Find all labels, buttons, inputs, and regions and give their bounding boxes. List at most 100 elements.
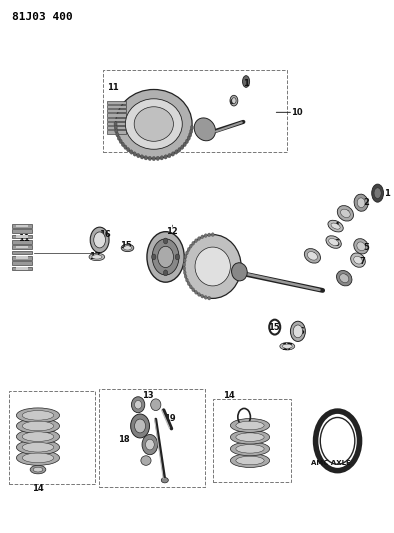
Ellipse shape xyxy=(189,285,192,289)
Ellipse shape xyxy=(230,442,269,456)
Ellipse shape xyxy=(151,399,161,410)
Text: 12: 12 xyxy=(165,228,177,237)
Ellipse shape xyxy=(124,246,132,250)
Ellipse shape xyxy=(114,122,117,126)
Ellipse shape xyxy=(130,150,133,154)
Ellipse shape xyxy=(22,410,54,420)
Bar xyxy=(107,131,126,134)
Bar xyxy=(107,118,126,121)
Ellipse shape xyxy=(372,184,383,202)
Text: 19: 19 xyxy=(164,414,175,423)
Ellipse shape xyxy=(121,142,125,147)
Ellipse shape xyxy=(236,421,264,430)
Ellipse shape xyxy=(175,254,180,260)
Ellipse shape xyxy=(175,150,178,154)
Ellipse shape xyxy=(195,239,197,243)
Ellipse shape xyxy=(230,95,238,106)
Ellipse shape xyxy=(147,232,184,282)
Bar xyxy=(17,235,28,238)
Text: 7: 7 xyxy=(359,257,365,265)
Ellipse shape xyxy=(126,148,130,152)
Ellipse shape xyxy=(160,156,164,160)
Ellipse shape xyxy=(189,244,192,248)
Ellipse shape xyxy=(336,271,352,286)
Ellipse shape xyxy=(183,142,186,147)
Ellipse shape xyxy=(192,288,195,292)
Text: 81J03 400: 81J03 400 xyxy=(13,12,73,22)
Ellipse shape xyxy=(164,270,168,276)
Ellipse shape xyxy=(134,107,173,141)
Ellipse shape xyxy=(354,256,362,264)
Ellipse shape xyxy=(167,154,171,158)
Bar xyxy=(213,399,291,482)
Ellipse shape xyxy=(33,467,43,472)
Ellipse shape xyxy=(92,255,102,259)
Ellipse shape xyxy=(178,148,181,152)
Ellipse shape xyxy=(328,220,343,232)
Ellipse shape xyxy=(230,418,269,432)
Bar xyxy=(13,256,32,260)
Ellipse shape xyxy=(135,400,141,409)
Text: 16: 16 xyxy=(293,327,305,336)
Ellipse shape xyxy=(131,414,149,438)
Ellipse shape xyxy=(204,295,207,299)
Ellipse shape xyxy=(180,145,184,149)
Text: 15: 15 xyxy=(268,323,279,332)
Bar xyxy=(13,261,32,265)
Ellipse shape xyxy=(148,156,152,160)
Ellipse shape xyxy=(125,99,182,149)
Bar xyxy=(103,70,287,152)
Ellipse shape xyxy=(236,433,264,441)
Ellipse shape xyxy=(329,238,338,246)
Ellipse shape xyxy=(141,456,151,465)
Ellipse shape xyxy=(158,246,173,268)
Text: 18: 18 xyxy=(118,435,129,444)
Bar xyxy=(17,224,28,227)
Bar xyxy=(13,251,32,254)
Ellipse shape xyxy=(89,253,105,261)
Ellipse shape xyxy=(186,251,188,255)
Text: 17: 17 xyxy=(89,253,101,261)
Ellipse shape xyxy=(232,98,236,103)
Text: 3: 3 xyxy=(343,210,349,219)
Ellipse shape xyxy=(121,244,134,252)
Text: 6: 6 xyxy=(230,99,235,104)
Ellipse shape xyxy=(337,206,353,221)
Ellipse shape xyxy=(187,136,190,140)
Ellipse shape xyxy=(204,234,207,238)
Ellipse shape xyxy=(124,145,127,149)
Ellipse shape xyxy=(152,239,179,275)
Text: 13: 13 xyxy=(142,391,154,400)
Text: 16: 16 xyxy=(99,230,111,239)
Ellipse shape xyxy=(189,132,192,137)
Ellipse shape xyxy=(354,194,368,211)
Ellipse shape xyxy=(183,270,186,274)
Bar xyxy=(17,256,28,259)
Bar xyxy=(107,101,126,104)
Ellipse shape xyxy=(183,259,186,263)
Ellipse shape xyxy=(186,278,188,282)
Ellipse shape xyxy=(357,198,365,207)
Ellipse shape xyxy=(354,239,368,254)
Ellipse shape xyxy=(114,125,117,130)
Ellipse shape xyxy=(290,321,305,342)
Ellipse shape xyxy=(115,129,118,134)
Ellipse shape xyxy=(144,156,148,160)
Ellipse shape xyxy=(197,293,201,296)
Ellipse shape xyxy=(293,325,303,338)
Ellipse shape xyxy=(282,344,292,349)
Ellipse shape xyxy=(140,155,144,159)
Ellipse shape xyxy=(211,233,214,237)
Ellipse shape xyxy=(22,453,54,463)
Ellipse shape xyxy=(340,209,350,217)
Ellipse shape xyxy=(22,432,54,441)
Ellipse shape xyxy=(192,241,195,245)
Ellipse shape xyxy=(152,254,156,260)
Ellipse shape xyxy=(17,429,59,444)
Bar xyxy=(9,391,95,484)
Ellipse shape xyxy=(230,454,269,467)
Ellipse shape xyxy=(156,156,160,160)
Text: 17: 17 xyxy=(281,343,293,352)
Ellipse shape xyxy=(351,253,365,267)
Text: 1: 1 xyxy=(243,78,249,87)
